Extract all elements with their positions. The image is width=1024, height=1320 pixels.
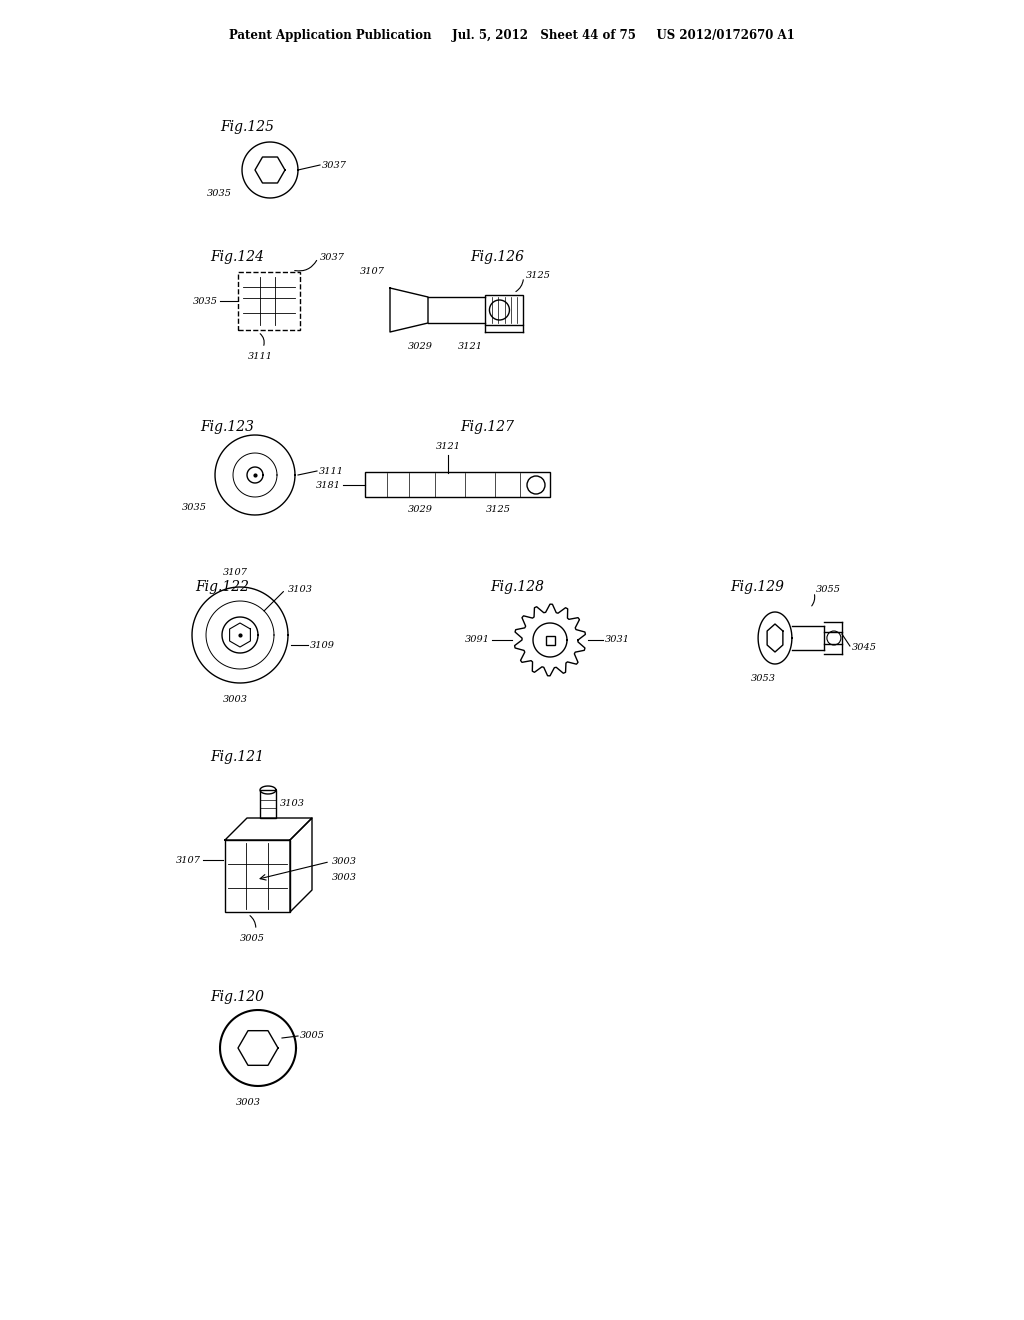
Text: 3003: 3003 bbox=[236, 1098, 260, 1107]
Text: Fig.125: Fig.125 bbox=[220, 120, 274, 135]
Text: Fig.123: Fig.123 bbox=[200, 420, 254, 434]
Text: 3031: 3031 bbox=[605, 635, 630, 644]
Text: 3121: 3121 bbox=[458, 342, 482, 351]
Text: Fig.122: Fig.122 bbox=[195, 579, 249, 594]
Text: 3035: 3035 bbox=[207, 189, 232, 198]
Text: 3107: 3107 bbox=[176, 855, 201, 865]
Text: 3125: 3125 bbox=[485, 506, 511, 513]
Bar bbox=[365, 473, 550, 498]
Text: 3181: 3181 bbox=[316, 480, 341, 490]
Text: Fig.128: Fig.128 bbox=[490, 579, 544, 594]
Bar bbox=[260, 789, 276, 818]
Bar bbox=[238, 272, 300, 330]
Text: Patent Application Publication     Jul. 5, 2012   Sheet 44 of 75     US 2012/017: Patent Application Publication Jul. 5, 2… bbox=[229, 29, 795, 41]
Text: Fig.129: Fig.129 bbox=[730, 579, 784, 594]
Text: 3035: 3035 bbox=[193, 297, 218, 305]
Text: 3055: 3055 bbox=[816, 586, 841, 594]
Text: Fig.124: Fig.124 bbox=[210, 249, 264, 264]
Text: 3003: 3003 bbox=[332, 857, 357, 866]
Text: 3005: 3005 bbox=[241, 935, 265, 942]
Text: 3045: 3045 bbox=[852, 644, 877, 652]
Text: 3091: 3091 bbox=[465, 635, 490, 644]
Text: 3037: 3037 bbox=[322, 161, 347, 169]
Bar bbox=[485, 294, 523, 325]
Text: 3121: 3121 bbox=[436, 442, 461, 451]
Text: 3003: 3003 bbox=[222, 696, 248, 704]
Text: 3035: 3035 bbox=[182, 503, 207, 511]
Text: 3125: 3125 bbox=[525, 271, 551, 280]
Text: Fig.126: Fig.126 bbox=[470, 249, 524, 264]
Text: 3103: 3103 bbox=[280, 800, 305, 808]
Text: 3107: 3107 bbox=[360, 268, 385, 276]
Text: Fig.121: Fig.121 bbox=[210, 750, 264, 764]
Text: 3109: 3109 bbox=[310, 640, 335, 649]
Text: 3029: 3029 bbox=[408, 342, 432, 351]
Text: Fig.127: Fig.127 bbox=[460, 420, 514, 434]
Text: 3111: 3111 bbox=[248, 352, 272, 360]
Text: 3053: 3053 bbox=[751, 675, 775, 682]
Text: 3029: 3029 bbox=[408, 506, 433, 513]
Text: 3111: 3111 bbox=[319, 466, 344, 475]
Bar bbox=[225, 840, 290, 912]
Text: 3037: 3037 bbox=[319, 253, 345, 263]
Text: Fig.120: Fig.120 bbox=[210, 990, 264, 1005]
Text: 3003: 3003 bbox=[332, 873, 357, 882]
Text: 3103: 3103 bbox=[288, 585, 312, 594]
Text: 3107: 3107 bbox=[222, 568, 248, 577]
Bar bbox=[546, 635, 555, 644]
Text: 3005: 3005 bbox=[300, 1031, 325, 1040]
